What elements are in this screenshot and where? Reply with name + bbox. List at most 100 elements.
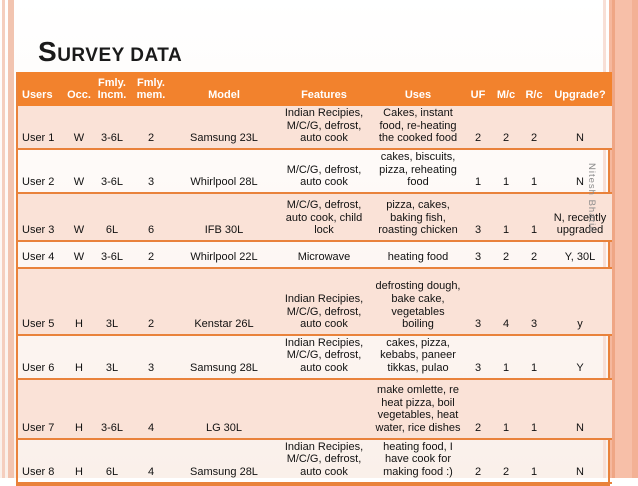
table-cell-rc: 1 <box>520 378 548 440</box>
table-cell-mem: 4 <box>130 378 172 440</box>
table-cell-mem: 2 <box>130 106 172 150</box>
table-cell-users: User 7 <box>18 378 64 440</box>
table-cell-incm: 3-6L <box>94 148 130 194</box>
table-cell-occ: W <box>64 148 94 194</box>
column-header-mem: Fmly. mem. <box>130 72 172 106</box>
table-cell-rc: 1 <box>520 192 548 242</box>
table-cell-uses: heating food, I have cook for making foo… <box>372 438 464 484</box>
survey-data-table: Users Occ. Fmly. Incm. Fmly. mem. Model … <box>18 72 612 484</box>
table-cell-features: Indian Recipies, M/C/G, defrost, auto co… <box>276 334 372 380</box>
table-cell-incm: 6L <box>94 438 130 484</box>
table-cell-model: Samsung 28L <box>172 438 276 484</box>
column-header-mc: M/c <box>492 72 520 106</box>
table-body: User 1 W 3-6L 2 Samsung 23L Indian Recipies, … <box>18 106 612 484</box>
table-cell-uf: 3 <box>464 267 492 336</box>
right-edge-stripe-3 <box>612 0 615 478</box>
table-cell-features: Indian Recipies, M/C/G, defrost, auto co… <box>276 267 372 336</box>
table-cell-incm: 6L <box>94 192 130 242</box>
column-header-features: Features <box>276 72 372 106</box>
table-row: User 5 H 3L 2 Kenstar 26L Indian Recipies, M/… <box>18 267 612 336</box>
table-cell-users: User 5 <box>18 267 64 336</box>
table-cell-uf: 2 <box>464 438 492 484</box>
table-cell-occ: H <box>64 334 94 380</box>
table-header: Users Occ. Fmly. Incm. Fmly. mem. Model … <box>18 72 612 106</box>
column-header-users: Users <box>18 72 64 106</box>
table-cell-users: User 3 <box>18 192 64 242</box>
column-header-occ: Occ. <box>64 72 94 106</box>
table-cell-occ: H <box>64 267 94 336</box>
column-header-uf: UF <box>464 72 492 106</box>
table-cell-model: Whirlpool 22L <box>172 240 276 269</box>
table-cell-uf: 3 <box>464 192 492 242</box>
table-cell-incm: 3L <box>94 267 130 336</box>
table-cell-uf: 1 <box>464 148 492 194</box>
watermark: Nitesh Bhatia <box>586 163 597 233</box>
table-cell-upgrade: Y, 30L <box>548 240 612 269</box>
table-cell-incm: 3-6L <box>94 240 130 269</box>
table-cell-model: Samsung 23L <box>172 106 276 150</box>
right-edge-stripe-4 <box>632 0 638 478</box>
table-cell-uf: 3 <box>464 240 492 269</box>
table-cell-incm: 3-6L <box>94 106 130 150</box>
column-header-uses: Uses <box>372 72 464 106</box>
table-cell-users: User 4 <box>18 240 64 269</box>
table-cell-users: User 2 <box>18 148 64 194</box>
table-header-row: Users Occ. Fmly. Incm. Fmly. mem. Model … <box>18 72 612 106</box>
table-cell-uses: defrosting dough, bake cake, vegetables … <box>372 267 464 336</box>
table-cell-mc: 1 <box>492 148 520 194</box>
table-row: User 7 H 3-6L 4 LG 30L make omlette, re heat … <box>18 378 612 440</box>
table-cell-mem: 3 <box>130 148 172 194</box>
table-cell-upgrade: N <box>548 148 612 194</box>
table-cell-model: LG 30L <box>172 378 276 440</box>
column-header-incm: Fmly. Incm. <box>94 72 130 106</box>
table-cell-occ: H <box>64 378 94 440</box>
table-cell-features: Indian Recipies, M/C/G, defrost, auto co… <box>276 438 372 484</box>
survey-table: Users Occ. Fmly. Incm. Fmly. mem. Model … <box>16 72 612 486</box>
table-cell-uses: cakes, pizza, kebabs, paneer tikkas, pul… <box>372 334 464 380</box>
page-title: SURVEY DATA <box>38 34 182 66</box>
table-cell-model: Samsung 28L <box>172 334 276 380</box>
table-cell-mem: 4 <box>130 438 172 484</box>
table-cell-upgrade: y <box>548 267 612 336</box>
column-header-upgrade: Upgrade? <box>548 72 612 106</box>
table-cell-rc: 2 <box>520 106 548 150</box>
table-cell-mc: 2 <box>492 438 520 484</box>
table-cell-occ: W <box>64 240 94 269</box>
table-row: User 6 H 3L 3 Samsung 28L Indian Recipies, M/… <box>18 334 612 380</box>
table-cell-rc: 1 <box>520 148 548 194</box>
table-cell-mem: 3 <box>130 334 172 380</box>
table-cell-model: IFB 30L <box>172 192 276 242</box>
table-cell-occ: W <box>64 106 94 150</box>
table-cell-incm: 3L <box>94 334 130 380</box>
table-cell-mem: 2 <box>130 267 172 336</box>
table-cell-uf: 3 <box>464 334 492 380</box>
table-cell-upgrade: N <box>548 438 612 484</box>
table-row: User 1 W 3-6L 2 Samsung 23L Indian Recipies, … <box>18 106 612 150</box>
table-cell-uses: heating food <box>372 240 464 269</box>
table-cell-uses: pizza, cakes, baking fish, roasting chic… <box>372 192 464 242</box>
table-cell-mc: 1 <box>492 192 520 242</box>
table-cell-users: User 1 <box>18 106 64 150</box>
page-title-initial: S <box>38 36 58 67</box>
table-row: User 8 H 6L 4 Samsung 28L Indian Recipies, M/… <box>18 438 612 484</box>
table-cell-uses: make omlette, re heat pizza, boil vegeta… <box>372 378 464 440</box>
table-cell-mc: 4 <box>492 267 520 336</box>
table-cell-features: M/C/G, defrost, auto cook <box>276 148 372 194</box>
table-cell-users: User 6 <box>18 334 64 380</box>
table-row: User 4 W 3-6L 2 Whirlpool 22L Microwave heatin… <box>18 240 612 269</box>
table-cell-mem: 6 <box>130 192 172 242</box>
table-cell-mem: 2 <box>130 240 172 269</box>
table-row: User 3 W 6L 6 IFB 30L M/C/G, defrost, auto co… <box>18 192 612 242</box>
table-cell-occ: H <box>64 438 94 484</box>
column-header-model: Model <box>172 72 276 106</box>
table-cell-uf: 2 <box>464 106 492 150</box>
left-edge-stripe-inner <box>8 0 14 478</box>
table-cell-rc: 3 <box>520 267 548 336</box>
table-cell-upgrade: N <box>548 378 612 440</box>
left-edge-stripe-outer <box>2 0 5 478</box>
table-cell-upgrade: N, recently upgraded <box>548 192 612 242</box>
table-cell-model: Kenstar 26L <box>172 267 276 336</box>
table-cell-mc: 2 <box>492 106 520 150</box>
table-row: User 2 W 3-6L 3 Whirlpool 28L M/C/G, defrost,… <box>18 148 612 194</box>
page-title-rest: URVEY DATA <box>57 45 183 66</box>
